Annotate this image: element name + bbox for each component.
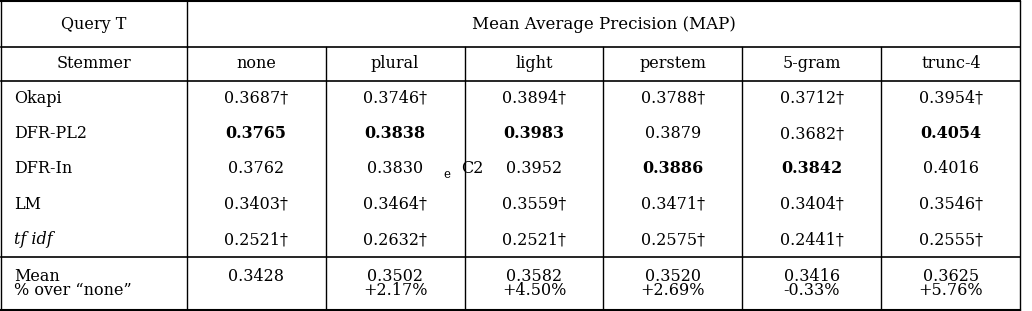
Text: 0.3471†: 0.3471† — [641, 196, 705, 213]
Text: Mean: Mean — [13, 268, 60, 285]
Text: 0.3788†: 0.3788† — [641, 90, 705, 107]
Text: 0.3502: 0.3502 — [367, 268, 423, 285]
Text: tf idf: tf idf — [13, 231, 53, 248]
Text: 0.3687†: 0.3687† — [224, 90, 288, 107]
Text: 0.3404†: 0.3404† — [780, 196, 844, 213]
Text: +2.69%: +2.69% — [641, 282, 705, 299]
Text: 0.3842: 0.3842 — [781, 160, 842, 178]
Text: 0.3625: 0.3625 — [923, 268, 979, 285]
Text: 0.4016: 0.4016 — [923, 160, 978, 178]
Text: light: light — [515, 55, 553, 72]
Text: Okapi: Okapi — [13, 90, 61, 107]
Text: 0.3682†: 0.3682† — [780, 125, 844, 142]
Text: 0.3879: 0.3879 — [645, 125, 701, 142]
Text: 0.3464†: 0.3464† — [363, 196, 427, 213]
Text: Stemmer: Stemmer — [57, 55, 131, 72]
Text: plural: plural — [370, 55, 419, 72]
Text: DFR-In: DFR-In — [13, 160, 72, 178]
Text: 0.2521†: 0.2521† — [224, 231, 288, 248]
Text: none: none — [236, 55, 276, 72]
Text: 0.3746†: 0.3746† — [363, 90, 427, 107]
Text: 0.3952: 0.3952 — [506, 160, 562, 178]
Text: 0.3712†: 0.3712† — [780, 90, 844, 107]
Text: Mean Average Precision (MAP): Mean Average Precision (MAP) — [472, 16, 736, 33]
Text: 0.4054: 0.4054 — [921, 125, 981, 142]
Text: -0.33%: -0.33% — [783, 282, 840, 299]
Text: 0.2441†: 0.2441† — [780, 231, 844, 248]
Text: 0.3762: 0.3762 — [228, 160, 284, 178]
Text: 0.3983: 0.3983 — [504, 125, 565, 142]
Text: trunc-4: trunc-4 — [921, 55, 980, 72]
Text: 0.3559†: 0.3559† — [502, 196, 567, 213]
Text: +5.76%: +5.76% — [918, 282, 983, 299]
Text: 0.3838: 0.3838 — [364, 125, 425, 142]
Text: 0.3886: 0.3886 — [642, 160, 704, 178]
Text: Query T: Query T — [61, 16, 127, 33]
Text: LM: LM — [13, 196, 40, 213]
Text: e: e — [443, 168, 450, 181]
Text: 5-gram: 5-gram — [782, 55, 841, 72]
Text: 0.3894†: 0.3894† — [502, 90, 567, 107]
Text: C2: C2 — [461, 160, 484, 178]
Text: +2.17%: +2.17% — [363, 282, 427, 299]
Text: 0.3582: 0.3582 — [506, 268, 562, 285]
Text: 0.2521†: 0.2521† — [502, 231, 566, 248]
Text: 0.3416: 0.3416 — [784, 268, 840, 285]
Text: +4.50%: +4.50% — [502, 282, 567, 299]
Text: DFR-PL2: DFR-PL2 — [13, 125, 87, 142]
Text: 0.3546†: 0.3546† — [918, 196, 982, 213]
Text: 0.3403†: 0.3403† — [224, 196, 288, 213]
Text: 0.2555†: 0.2555† — [918, 231, 982, 248]
Text: 0.3830: 0.3830 — [367, 160, 423, 178]
Text: 0.3954†: 0.3954† — [918, 90, 982, 107]
Text: 0.3428: 0.3428 — [228, 268, 284, 285]
Text: 0.2575†: 0.2575† — [641, 231, 705, 248]
Text: perstem: perstem — [640, 55, 707, 72]
Text: 0.2632†: 0.2632† — [363, 231, 427, 248]
Text: % over “none”: % over “none” — [13, 282, 131, 299]
Text: 0.3765: 0.3765 — [226, 125, 287, 142]
Text: 0.3520: 0.3520 — [645, 268, 701, 285]
